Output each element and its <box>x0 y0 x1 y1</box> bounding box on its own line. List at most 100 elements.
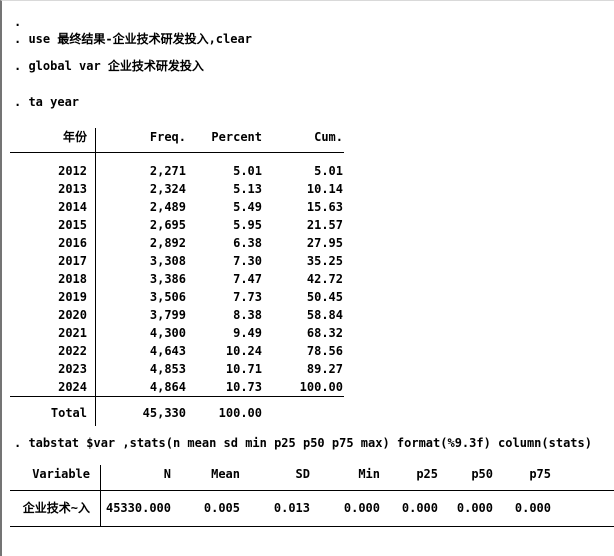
percent-cell: 7.73 <box>233 290 262 304</box>
total-row: Total 45,330 100.00 <box>10 396 344 426</box>
table-row: 2022 4,643 10.24 78.56 <box>10 342 344 360</box>
prompt-line: . <box>14 15 22 29</box>
header-min: Min <box>358 467 380 481</box>
header-sd: SD <box>295 467 310 481</box>
year-cell: 2018 <box>58 272 87 286</box>
header-p75: p75 <box>529 467 551 481</box>
table-row: 2012 2,271 5.01 5.01 <box>10 162 344 180</box>
table-row: 2021 4,300 9.49 68.32 <box>10 324 344 342</box>
table-spacer <box>10 153 344 162</box>
year-cell: 2017 <box>58 254 87 268</box>
year-cell: 2024 <box>58 380 87 394</box>
min-cell: 0.000 <box>343 501 380 515</box>
p75-cell: 0.000 <box>514 501 551 515</box>
table-row: 2013 2,324 5.13 10.14 <box>10 180 344 198</box>
tabstat-header: Variable N Mean SD Min p25 p50 p75 <box>10 465 614 491</box>
percent-cell: 5.49 <box>233 200 262 214</box>
freq-cell: 2,695 <box>149 218 186 232</box>
command-use: . use 最终结果-企业技术研发投入,clear <box>14 32 252 46</box>
table-row: 2023 4,853 10.71 89.27 <box>10 360 344 378</box>
percent-cell: 9.49 <box>233 326 262 340</box>
table-spacer <box>10 491 614 499</box>
cum-cell: 89.27 <box>306 362 343 376</box>
percent-cell: 5.13 <box>233 182 262 196</box>
year-cell: 2021 <box>58 326 87 340</box>
table-row: 2014 2,489 5.49 15.63 <box>10 198 344 216</box>
freq-cell: 4,643 <box>149 344 186 358</box>
n-cell: 45330.000 <box>105 501 171 515</box>
table-row: 2024 4,864 10.73 100.00 <box>10 378 344 396</box>
command-tabulate-year: . ta year <box>14 95 80 109</box>
cum-cell: 35.25 <box>306 254 343 268</box>
header-year: 年份 <box>62 130 87 144</box>
cum-cell: 10.14 <box>306 182 343 196</box>
header-percent: Percent <box>211 130 262 144</box>
percent-cell: 5.01 <box>233 164 262 178</box>
tabstat-table: Variable N Mean SD Min p25 p50 p75 企业技术~… <box>10 465 614 527</box>
p25-cell: 0.000 <box>401 501 438 515</box>
cum-cell: 42.72 <box>306 272 343 286</box>
header-p25: p25 <box>416 467 438 481</box>
cum-cell: 21.57 <box>306 218 343 232</box>
cum-cell: 58.84 <box>306 308 343 322</box>
year-cell: 2014 <box>58 200 87 214</box>
command-tabstat: . tabstat $var ,stats(n mean sd min p25 … <box>14 436 592 450</box>
freq-cell: 3,506 <box>149 290 186 304</box>
freq-cell: 2,271 <box>149 164 186 178</box>
cum-cell: 27.95 <box>306 236 343 250</box>
header-p50: p50 <box>471 467 493 481</box>
tabstat-row: 企业技术~入 45330.000 0.005 0.013 0.000 0.000… <box>10 499 614 526</box>
freq-cell: 2,324 <box>149 182 186 196</box>
header-mean: Mean <box>211 467 240 481</box>
year-cell: 2023 <box>58 362 87 376</box>
cum-cell: 78.56 <box>306 344 343 358</box>
percent-cell: 10.71 <box>225 362 262 376</box>
freq-cell: 4,853 <box>149 362 186 376</box>
freq-cell: 3,799 <box>149 308 186 322</box>
command-global-var: . global var 企业技术研发投入 <box>14 59 204 73</box>
cum-cell: 68.32 <box>306 326 343 340</box>
frequency-table: 年份 Freq. Percent Cum. 2012 2,271 5.01 5.… <box>10 128 344 426</box>
cum-cell: 15.63 <box>306 200 343 214</box>
table-row: 2018 3,386 7.47 42.72 <box>10 270 344 288</box>
header-freq: Freq. <box>149 130 186 144</box>
table-row: 2019 3,506 7.73 50.45 <box>10 288 344 306</box>
total-cum <box>262 404 343 422</box>
table-row: 2015 2,695 5.95 21.57 <box>10 216 344 234</box>
freq-cell: 3,308 <box>149 254 186 268</box>
cum-cell: 50.45 <box>306 290 343 304</box>
table-row: 2017 3,308 7.30 35.25 <box>10 252 344 270</box>
total-label: Total <box>50 406 87 420</box>
cum-cell: 5.01 <box>314 164 343 178</box>
p50-cell: 0.000 <box>456 501 493 515</box>
percent-cell: 10.24 <box>225 344 262 358</box>
freq-cell: 4,864 <box>149 380 186 394</box>
sd-cell: 0.013 <box>273 501 310 515</box>
percent-cell: 10.73 <box>225 380 262 394</box>
mean-cell: 0.005 <box>203 501 240 515</box>
variable-cell: 企业技术~入 <box>22 501 90 515</box>
freq-cell: 2,892 <box>149 236 186 250</box>
frequency-table-header: 年份 Freq. Percent Cum. <box>10 128 344 153</box>
percent-cell: 8.38 <box>233 308 262 322</box>
table-row: 2020 3,799 8.38 58.84 <box>10 306 344 324</box>
percent-cell: 6.38 <box>233 236 262 250</box>
year-cell: 2019 <box>58 290 87 304</box>
year-cell: 2013 <box>58 182 87 196</box>
year-cell: 2022 <box>58 344 87 358</box>
table-row: 2016 2,892 6.38 27.95 <box>10 234 344 252</box>
freq-cell: 4,300 <box>149 326 186 340</box>
freq-cell: 3,386 <box>149 272 186 286</box>
header-cum: Cum. <box>314 130 343 144</box>
percent-cell: 7.47 <box>233 272 262 286</box>
freq-cell: 2,489 <box>149 200 186 214</box>
cum-cell: 100.00 <box>299 380 343 394</box>
percent-cell: 5.95 <box>233 218 262 232</box>
percent-cell: 7.30 <box>233 254 262 268</box>
year-cell: 2015 <box>58 218 87 232</box>
header-variable: Variable <box>32 467 90 481</box>
year-cell: 2016 <box>58 236 87 250</box>
total-freq: 45,330 <box>142 406 186 420</box>
header-n: N <box>163 467 171 481</box>
